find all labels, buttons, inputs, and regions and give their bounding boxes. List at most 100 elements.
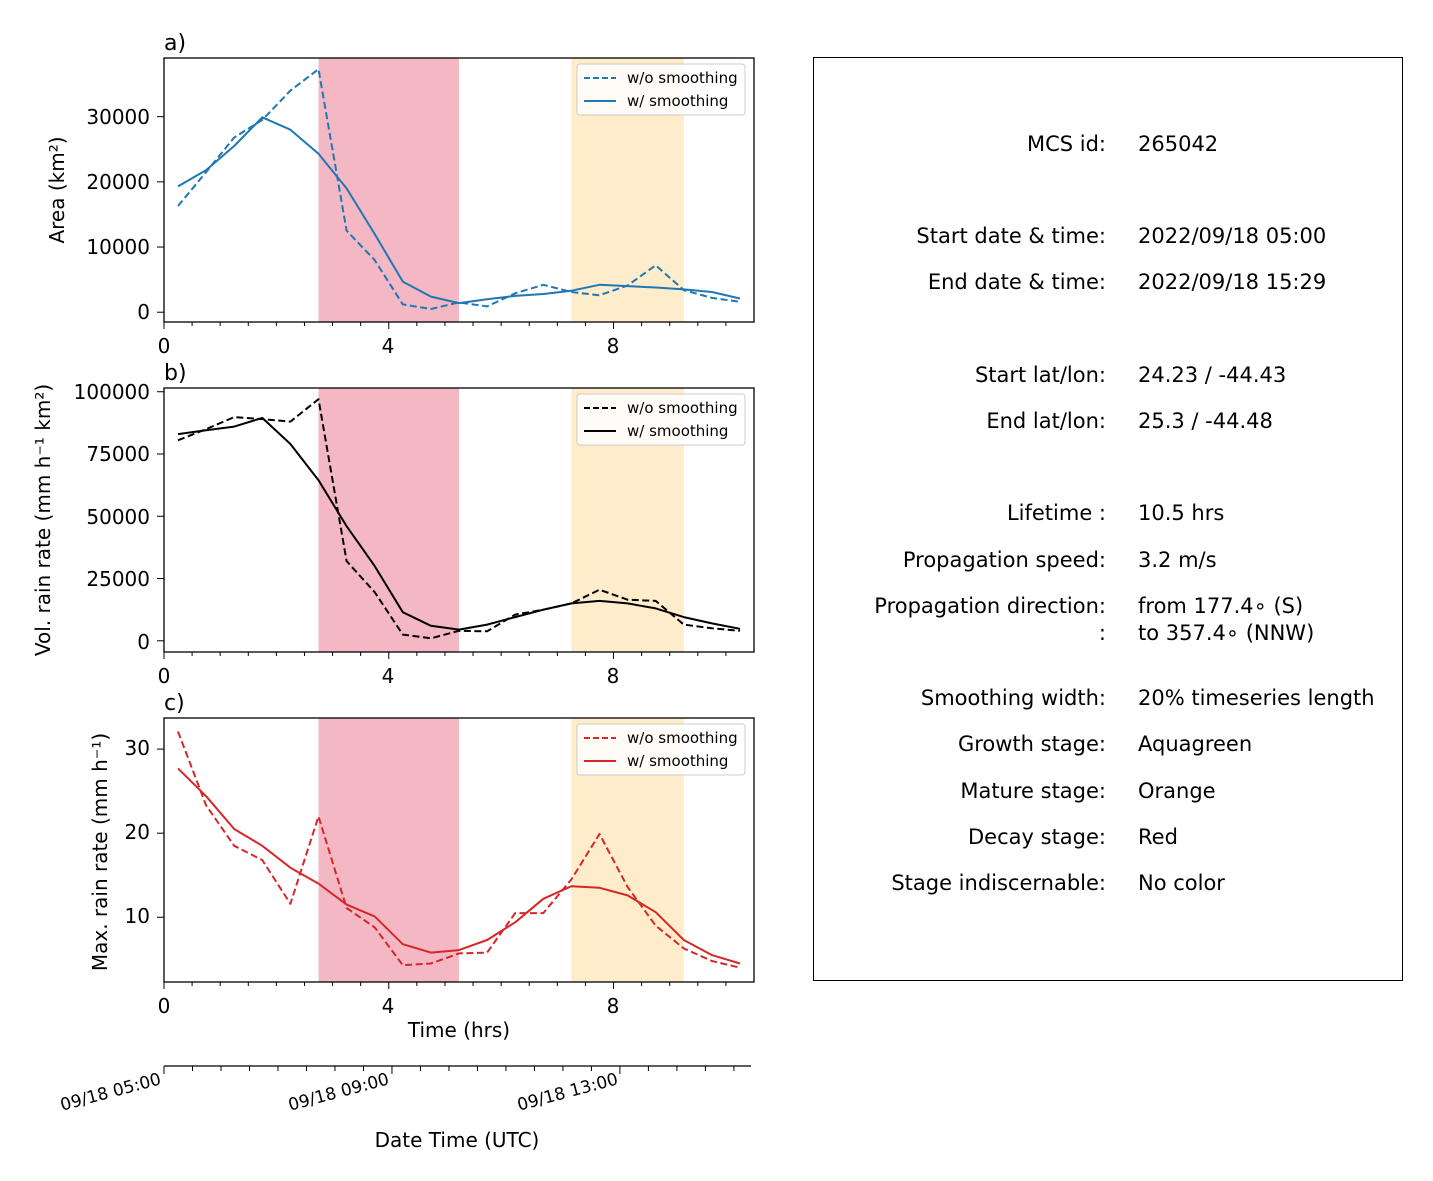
y-tick-label: 20: [125, 820, 150, 844]
plot-frame: [163, 387, 755, 653]
y-tick-label: 10000: [86, 235, 150, 259]
info-label: Propagation direction:: [874, 594, 1106, 618]
date-tick-label: 09/18 13:00: [515, 1070, 620, 1116]
y-tick-label: 30: [125, 736, 150, 760]
x-tick-labels: 0 4 8: [158, 994, 620, 1018]
y-tick-label: 100000: [74, 380, 150, 404]
info-value: Orange: [1138, 779, 1216, 803]
legend-box: [576, 393, 746, 446]
legend-label-raw: w/o smoothing: [627, 69, 738, 87]
tick-marks: [157, 391, 727, 659]
info-value: to 357.4∘ (NNW): [1138, 621, 1315, 645]
y-tick-label: 30000: [86, 105, 150, 129]
date-tick-label: 09/18 09:00: [286, 1070, 391, 1116]
legend: w/o smoothing w/ smoothing: [576, 723, 746, 776]
y-tick-label: 50000: [86, 505, 150, 529]
series-lines: [177, 398, 741, 640]
info-label: Growth stage:: [957, 732, 1106, 756]
x-tick-label: 0: [158, 334, 171, 358]
legend-label-smooth: w/ smoothing: [627, 422, 728, 440]
plot-frame: [163, 57, 755, 323]
info-value: 265042: [1138, 132, 1219, 156]
info-value: 20% timeseries length: [1138, 686, 1375, 710]
info-label: :: [1098, 621, 1106, 645]
x-tick-label: 8: [607, 664, 620, 688]
info-value: 24.23 / -44.43: [1138, 363, 1287, 387]
info-label: Lifetime :: [1006, 501, 1106, 525]
panel-c: c) Max. rain rate (mm h⁻¹) 10 20 30 0 4 …: [88, 691, 755, 1042]
y-tick-label: 0: [137, 300, 150, 324]
info-label: Propagation speed:: [902, 548, 1106, 572]
info-value: 10.5 hrs: [1138, 501, 1225, 525]
info-label: End lat/lon:: [986, 409, 1106, 433]
x-tick-label: 0: [158, 664, 171, 688]
info-label: Stage indiscernable:: [891, 871, 1106, 895]
date-tick-marks: [163, 1066, 735, 1074]
series-line-raw: [177, 731, 741, 969]
x-tick-label: 4: [382, 664, 395, 688]
legend-label-raw: w/o smoothing: [627, 399, 738, 417]
y-tick-labels: 10 20 30: [125, 736, 150, 928]
date-axis: 09/18 05:00 09/18 09:00 09/18 13:00 Date…: [58, 1065, 751, 1152]
stage-band-mature: [318, 718, 459, 982]
legend: w/o smoothing w/ smoothing: [576, 63, 746, 116]
y-axis-label: Max. rain rate (mm h⁻¹): [88, 733, 112, 971]
x-axis-label: Time (hrs): [407, 1018, 510, 1042]
y-tick-label: 10: [125, 904, 150, 928]
series-line-smooth: [177, 416, 741, 631]
y-tick-label: 75000: [86, 442, 150, 466]
info-value: 25.3 / -44.48: [1138, 409, 1273, 433]
series-line-smooth: [177, 767, 741, 965]
info-value: 2022/09/18 05:00: [1138, 224, 1327, 248]
info-value: No color: [1138, 871, 1225, 895]
panel-a: a) Area (km²) 0 10000 20000 30000 0 4 8 …: [45, 31, 755, 358]
info-value: 2022/09/18 15:29: [1138, 270, 1327, 294]
y-axis-label: Area (km²): [45, 136, 69, 243]
x-tick-label: 4: [382, 334, 395, 358]
plot-frame: [163, 717, 755, 983]
y-tick-label: 25000: [86, 567, 150, 591]
x-tick-labels: 0 4 8: [158, 334, 620, 358]
info-value: Red: [1138, 825, 1178, 849]
series-lines: [177, 68, 741, 310]
panel-label: a): [164, 31, 186, 56]
series-line-smooth: [177, 116, 741, 305]
tick-marks: [157, 748, 727, 989]
x-tick-label: 0: [158, 994, 171, 1018]
info-label: Start lat/lon:: [974, 363, 1106, 387]
tick-marks: [157, 116, 727, 329]
y-tick-label: 0: [137, 630, 150, 654]
y-tick-labels: 0 10000 20000 30000: [86, 105, 150, 324]
panel-b: b) Vol. rain rate (mm h⁻¹ km²) 0 25000 5…: [31, 361, 755, 688]
info-value: Aquagreen: [1138, 732, 1253, 756]
info-value: from 177.4∘ (S): [1138, 594, 1304, 618]
x-tick-label: 4: [382, 994, 395, 1018]
info-label: End date & time:: [927, 270, 1106, 294]
series-lines: [177, 731, 741, 969]
legend-box: [576, 63, 746, 116]
info-label: MCS id:: [1026, 132, 1106, 156]
x-tick-labels: 0 4 8: [158, 664, 620, 688]
info-label: Start date & time:: [916, 224, 1106, 248]
legend-label-smooth: w/ smoothing: [627, 92, 728, 110]
info-label: Mature stage:: [960, 779, 1106, 803]
date-axis-title: Date Time (UTC): [375, 1128, 540, 1152]
stage-band-mature: [318, 58, 459, 322]
y-tick-labels: 0 25000 50000 75000 100000: [74, 380, 150, 654]
x-tick-label: 8: [607, 334, 620, 358]
panel-label: b): [164, 361, 187, 386]
legend-label-smooth: w/ smoothing: [627, 752, 728, 770]
mcs-info-panel: MCS id: 265042 Start date & time: 2022/0…: [813, 57, 1403, 981]
legend-box: [576, 723, 746, 776]
series-line-raw: [177, 398, 741, 640]
info-label: Decay stage:: [968, 825, 1106, 849]
y-axis-label: Vol. rain rate (mm h⁻¹ km²): [31, 384, 55, 656]
y-tick-label: 20000: [86, 170, 150, 194]
info-label: Smoothing width:: [920, 686, 1106, 710]
info-value: 3.2 m/s: [1138, 548, 1217, 572]
x-tick-label: 8: [607, 994, 620, 1018]
legend-label-raw: w/o smoothing: [627, 729, 738, 747]
date-tick-label: 09/18 05:00: [58, 1070, 163, 1116]
panel-label: c): [164, 691, 185, 716]
